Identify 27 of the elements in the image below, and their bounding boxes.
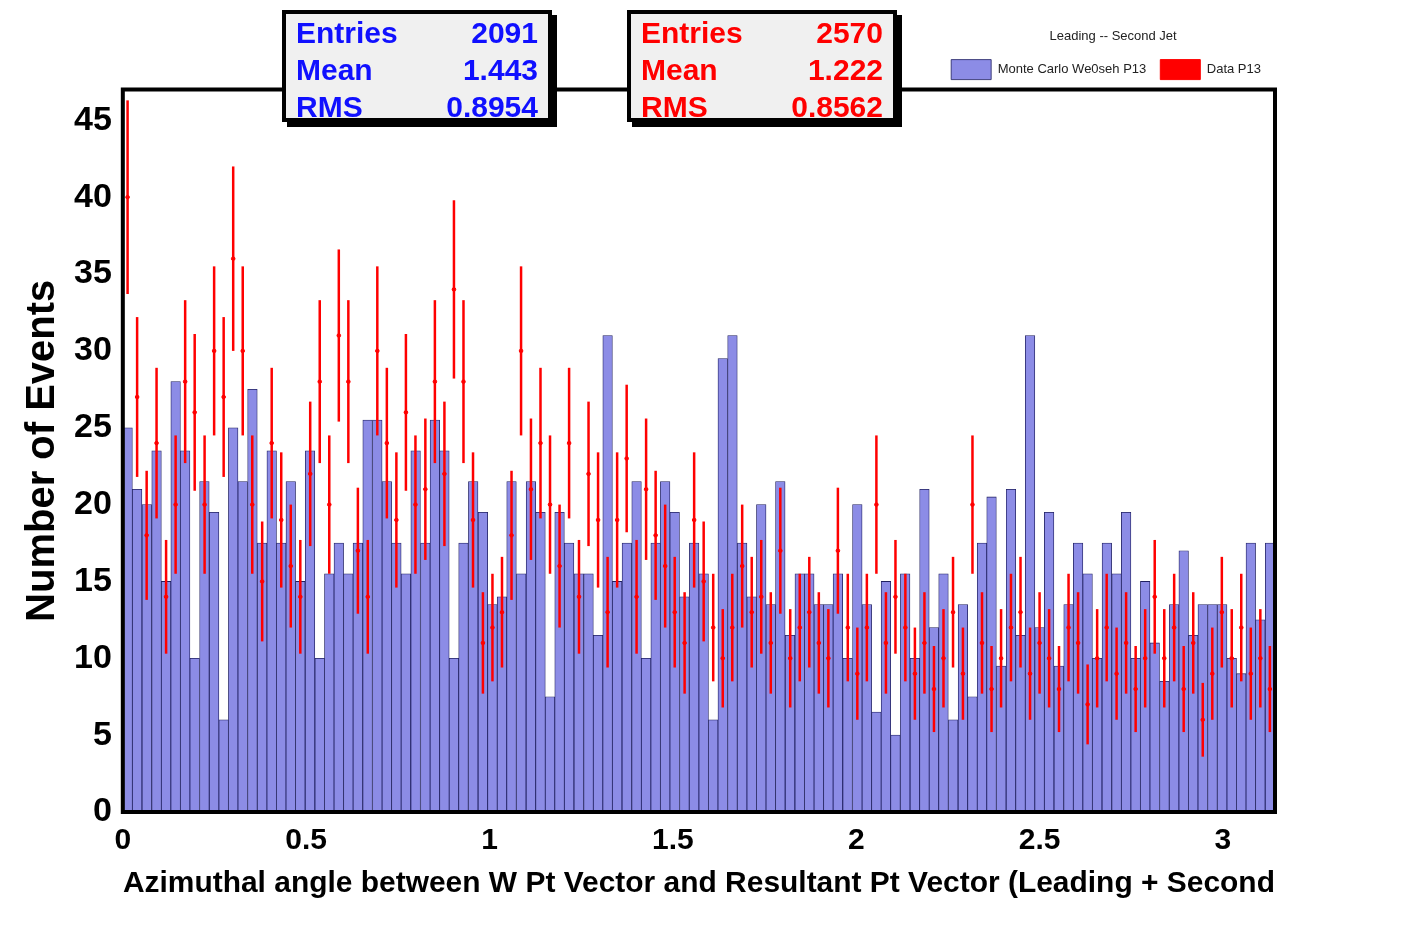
y-tick-label: 25 [73, 406, 112, 445]
text: Entries 2091 [296, 16, 538, 49]
y-tick-label: 0 [92, 790, 112, 829]
text: RMS 0.8562 [641, 90, 883, 123]
y-axis-title: Number of Events [18, 279, 63, 622]
y-tick-label: 15 [73, 559, 112, 598]
text: Mean 1.222 [641, 53, 883, 86]
x-tick-label: 2 [847, 822, 865, 856]
text: Entries 2570 [641, 16, 883, 49]
x-tick-label: 1.5 [652, 822, 694, 856]
text: Mean 1.443 [296, 53, 538, 86]
y-tick-label: 10 [73, 636, 112, 675]
text: RMS 0.8954 [296, 90, 538, 123]
x-axis-title: Azimuthal angle between W Pt Vector and Resultant Pt Vector (Leading + Second [122, 865, 1275, 899]
y-tick-label: 40 [73, 175, 112, 214]
legend-title: Leading -- Second Jet [1049, 28, 1178, 44]
x-tick-label: 1 [481, 822, 498, 856]
legend-label: Monte Carlo We0seh P13 [997, 61, 1147, 77]
x-tick-label: 3 [1214, 822, 1232, 856]
y-tick-label: 35 [73, 252, 112, 291]
y-tick-label: 45 [73, 98, 112, 137]
x-tick-label: 2.5 [1018, 822, 1061, 856]
x-tick-label: 0.5 [285, 822, 328, 856]
y-tick-label: 5 [92, 713, 112, 752]
legend-label: Data P13 [1206, 61, 1261, 77]
y-tick-label: 20 [73, 482, 112, 521]
y-tick-label: 30 [73, 329, 112, 368]
